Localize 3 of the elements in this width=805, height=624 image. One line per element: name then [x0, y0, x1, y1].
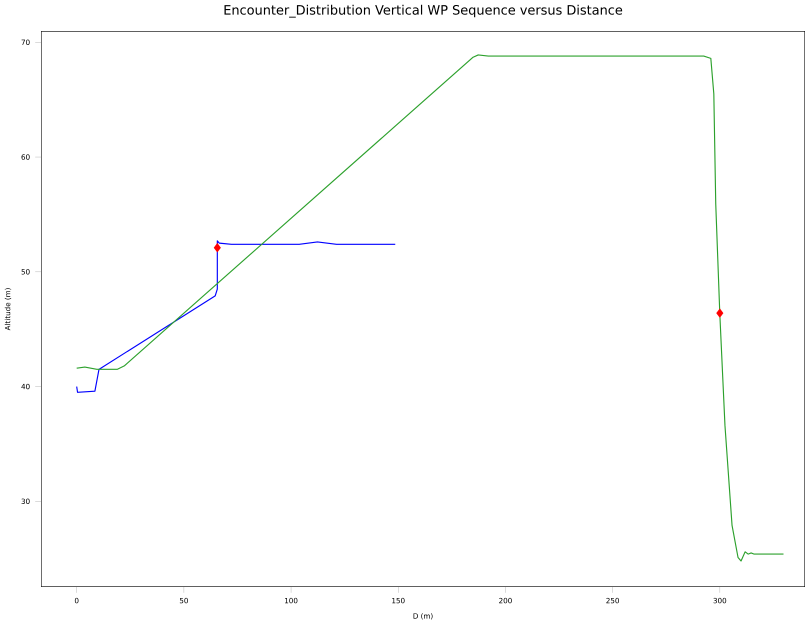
- line-series: [76, 240, 396, 393]
- chart-title: Encounter_Distribution Vertical WP Sequence versus Distance: [224, 4, 622, 18]
- line-series: [76, 54, 784, 562]
